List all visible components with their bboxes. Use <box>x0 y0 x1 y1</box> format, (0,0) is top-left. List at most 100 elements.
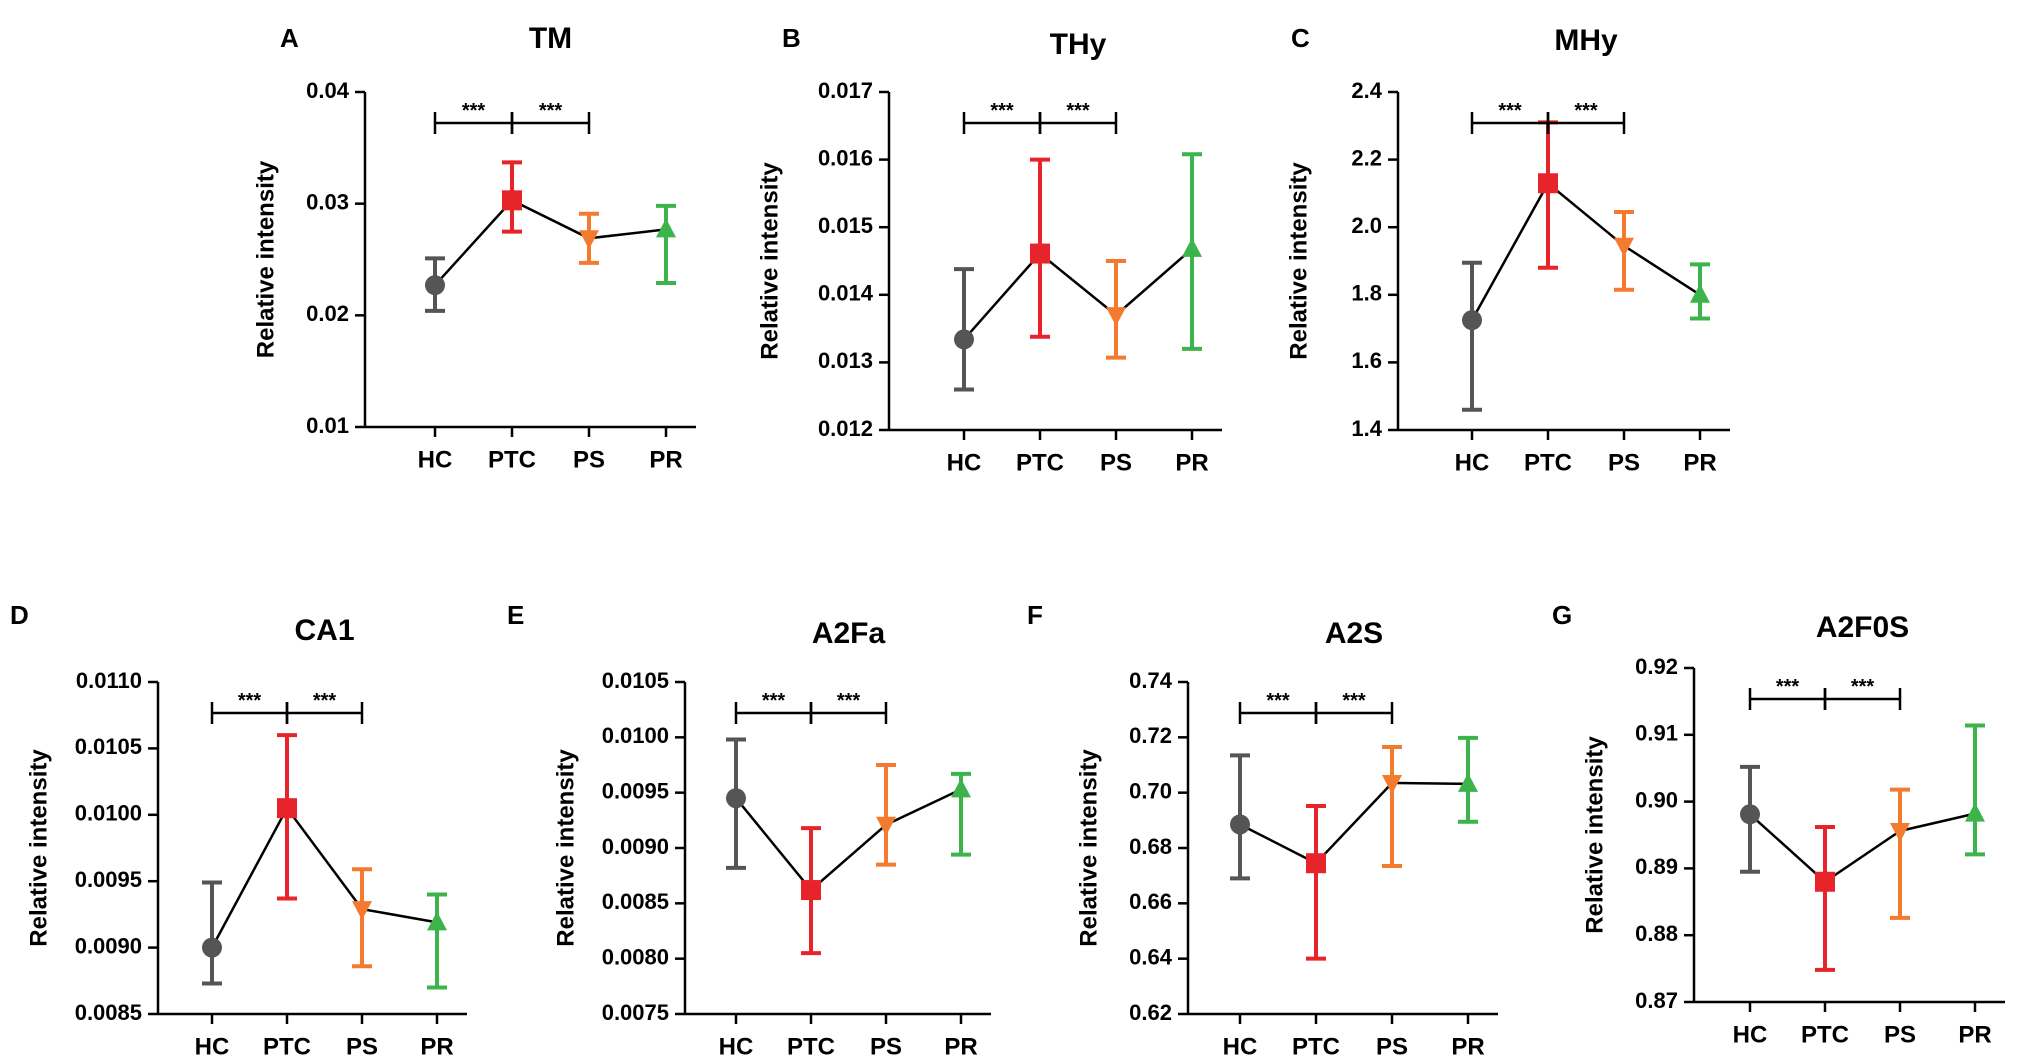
significance-label: *** <box>837 690 861 712</box>
y-tick-label: 1.8 <box>1351 281 1382 306</box>
data-point-ps <box>352 901 372 921</box>
mean-line <box>963 247 1193 341</box>
panel-b: B THy 0.012 0.013 0.014 0.015 0.016 0.017 Relati… <box>756 23 1222 476</box>
data-point-ptc <box>277 798 297 819</box>
y-tick-label: 0.87 <box>1635 988 1678 1013</box>
y-tick-label: 0.88 <box>1635 921 1678 946</box>
data-point-ps <box>1382 774 1402 794</box>
data-point-pr <box>427 911 447 931</box>
x-tick-label: HC <box>418 446 453 473</box>
x-tick-label: PTC <box>787 1033 835 1058</box>
significance-label: *** <box>1066 100 1090 122</box>
data-point-hc <box>954 329 974 350</box>
x-tick-label: PS <box>1376 1033 1408 1058</box>
data-point-ptc <box>502 190 522 211</box>
significance-label: *** <box>1342 690 1366 712</box>
panel-a: A TM 0.01 0.02 0.03 0.04 Relative intensity HC P… <box>252 22 696 473</box>
x-tick-label: PS <box>346 1033 378 1058</box>
y-tick-label: 0.72 <box>1129 723 1172 748</box>
y-tick-label: 0.013 <box>818 348 873 373</box>
x-tick-label: PTC <box>488 446 536 473</box>
data-point-pr <box>951 778 971 798</box>
x-tick-label: HC <box>1455 449 1490 476</box>
x-tick-label: HC <box>947 449 982 476</box>
x-tick-label: PR <box>944 1033 977 1058</box>
y-tick-label: 0.0080 <box>602 944 669 969</box>
y-tick-label: 0.64 <box>1129 944 1173 969</box>
y-tick-label: 0.92 <box>1635 654 1678 679</box>
y-tick-label: 0.0110 <box>76 668 142 693</box>
panel-letter: D <box>10 600 29 630</box>
significance-label: *** <box>990 100 1014 122</box>
data-point-ps <box>876 816 896 836</box>
x-tick-label: PTC <box>263 1033 311 1058</box>
y-tick-label: 0.0075 <box>602 1000 669 1025</box>
significance-label: *** <box>1498 100 1522 122</box>
panel-letter: F <box>1027 600 1043 630</box>
y-tick-label: 0.0105 <box>75 734 142 759</box>
panel-d: D CA1 0.0085 0.0090 0.0095 0.0100 0.0105 0.0110… <box>10 600 467 1058</box>
data-point-ps <box>1890 822 1910 842</box>
y-tick-label: 2.4 <box>1351 78 1382 103</box>
panel-letter: C <box>1291 23 1310 53</box>
mean-line <box>1749 812 1976 884</box>
data-point-ptc <box>801 880 821 901</box>
x-tick-label: PS <box>1884 1021 1916 1048</box>
chart-title: TM <box>529 22 572 55</box>
panel-letter: E <box>507 600 524 630</box>
significance-label: *** <box>313 690 337 712</box>
y-tick-label: 2.2 <box>1351 145 1382 170</box>
x-tick-label: PTC <box>1524 449 1572 476</box>
chart-title: A2S <box>1325 617 1383 650</box>
panel-f: F A2S 0.62 0.64 0.66 0.68 0.70 0.72 0.74 Relative… <box>1027 600 1498 1058</box>
y-tick-label: 0.66 <box>1129 889 1172 914</box>
mean-line <box>210 805 438 949</box>
significance-label: *** <box>1776 676 1800 698</box>
data-point-pr <box>1690 283 1710 303</box>
y-axis-label: Relative intensity <box>552 749 579 947</box>
x-tick-label: HC <box>1733 1021 1768 1048</box>
y-tick-label: 0.0105 <box>602 668 669 693</box>
y-tick-label: 0.62 <box>1129 1000 1172 1025</box>
panel-letter: A <box>280 23 299 53</box>
data-point-pr <box>1458 772 1478 792</box>
chart-title: THy <box>1050 28 1107 61</box>
y-tick-label: 0.015 <box>818 213 873 238</box>
y-tick-label: 0.91 <box>1635 721 1678 746</box>
x-tick-label: PR <box>1683 449 1716 476</box>
y-tick-label: 0.0090 <box>75 933 142 958</box>
significance-label: *** <box>462 100 486 122</box>
data-point-ptc <box>1030 243 1050 264</box>
y-tick-label: 0.0085 <box>602 889 669 914</box>
x-tick-label: HC <box>195 1033 230 1058</box>
data-point-hc <box>726 788 746 809</box>
mean-line <box>735 788 962 892</box>
data-point-hc <box>1740 804 1760 825</box>
chart-title: A2Fa <box>812 617 886 650</box>
x-tick-label: PR <box>1175 449 1208 476</box>
data-point-pr <box>1965 802 1985 822</box>
y-tick-label: 0.89 <box>1635 854 1678 879</box>
y-axis-label: Relative intensity <box>252 160 279 358</box>
y-tick-label: 0.0100 <box>75 801 142 826</box>
x-tick-label: PTC <box>1801 1021 1849 1048</box>
x-tick-label: PR <box>1958 1021 1991 1048</box>
y-axis-label: Relative intensity <box>1581 736 1608 934</box>
panel-e: E A2Fa 0.0075 0.0080 0.0085 0.0090 0.0095 0.010… <box>507 600 991 1058</box>
x-tick-label: PR <box>420 1033 453 1058</box>
panel-c: C MHy 1.4 1.6 1.8 2.0 2.2 2.4 Relative intensity… <box>1285 23 1730 476</box>
y-tick-label: 0.0095 <box>75 867 142 892</box>
x-tick-label: PTC <box>1292 1033 1340 1058</box>
data-point-pr <box>656 218 676 238</box>
data-point-ptc <box>1815 871 1835 892</box>
chart-title: MHy <box>1554 24 1618 57</box>
mean-line <box>1470 181 1701 321</box>
data-point-hc <box>425 275 445 296</box>
mean-line <box>434 198 667 287</box>
x-tick-label: HC <box>719 1033 754 1058</box>
y-tick-label: 1.6 <box>1351 348 1382 373</box>
panel-letter: B <box>782 23 801 53</box>
significance-label: *** <box>539 100 563 122</box>
data-point-hc <box>202 937 222 958</box>
